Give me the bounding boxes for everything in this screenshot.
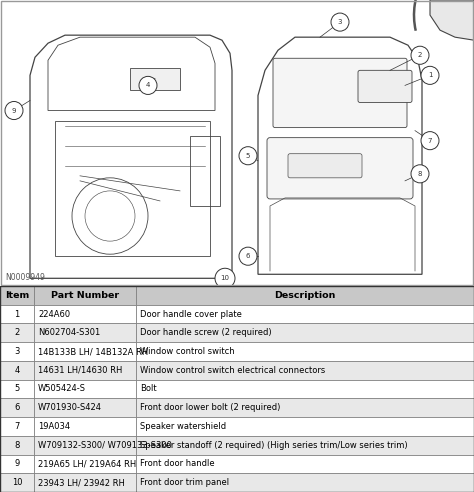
- Circle shape: [421, 132, 439, 150]
- Text: 6: 6: [14, 403, 20, 412]
- Text: 8: 8: [14, 441, 20, 450]
- Bar: [34, 436, 136, 455]
- Circle shape: [411, 46, 429, 64]
- Text: Description: Description: [274, 291, 336, 300]
- Text: 219A65 LH/ 219A64 RH: 219A65 LH/ 219A64 RH: [38, 460, 137, 468]
- Text: 7: 7: [14, 422, 20, 431]
- Bar: [136, 417, 474, 436]
- Text: 4: 4: [14, 366, 20, 375]
- Bar: [136, 342, 474, 361]
- Text: Front door trim panel: Front door trim panel: [140, 478, 229, 487]
- Text: 1: 1: [14, 309, 20, 318]
- Text: 5: 5: [14, 384, 20, 394]
- Text: Window control switch: Window control switch: [140, 347, 235, 356]
- Text: 19A034: 19A034: [38, 422, 70, 431]
- Bar: [190, 136, 220, 206]
- Text: 2: 2: [418, 52, 422, 58]
- Text: N602704-S301: N602704-S301: [38, 328, 100, 338]
- Bar: [0, 380, 34, 399]
- FancyBboxPatch shape: [288, 154, 362, 178]
- Bar: [0, 455, 34, 473]
- Text: 10: 10: [220, 276, 229, 281]
- Bar: [130, 68, 180, 91]
- Text: 7: 7: [428, 138, 432, 144]
- Text: 23943 LH/ 23942 RH: 23943 LH/ 23942 RH: [38, 478, 125, 487]
- Bar: [136, 455, 474, 473]
- Bar: [0, 323, 34, 342]
- Polygon shape: [430, 0, 474, 40]
- Text: 5: 5: [246, 153, 250, 159]
- Bar: [34, 380, 136, 399]
- Bar: [136, 361, 474, 380]
- Bar: [34, 455, 136, 473]
- Bar: [136, 323, 474, 342]
- Bar: [34, 417, 136, 436]
- Circle shape: [239, 147, 257, 165]
- Text: Window control switch electrical connectors: Window control switch electrical connect…: [140, 366, 325, 375]
- FancyBboxPatch shape: [273, 58, 407, 127]
- Text: Bolt: Bolt: [140, 384, 157, 394]
- Circle shape: [139, 76, 157, 94]
- Bar: [0, 286, 34, 305]
- Circle shape: [421, 66, 439, 85]
- Text: 3: 3: [338, 19, 342, 25]
- Text: W701930-S424: W701930-S424: [38, 403, 102, 412]
- Text: Part Number: Part Number: [51, 291, 119, 300]
- Bar: [0, 305, 34, 323]
- Bar: [0, 417, 34, 436]
- Text: Speaker standoff (2 required) (High series trim/Low series trim): Speaker standoff (2 required) (High seri…: [140, 441, 408, 450]
- Bar: [0, 399, 34, 417]
- Bar: [136, 436, 474, 455]
- Text: Front door lower bolt (2 required): Front door lower bolt (2 required): [140, 403, 281, 412]
- Circle shape: [215, 268, 235, 288]
- Text: 224A60: 224A60: [38, 309, 70, 318]
- Text: Front door handle: Front door handle: [140, 460, 215, 468]
- Text: Speaker watershield: Speaker watershield: [140, 422, 226, 431]
- Text: Door handle cover plate: Door handle cover plate: [140, 309, 242, 318]
- Bar: [34, 305, 136, 323]
- Circle shape: [331, 13, 349, 31]
- Text: 4: 4: [146, 82, 150, 89]
- Text: 2: 2: [14, 328, 20, 338]
- Text: 14631 LH/14630 RH: 14631 LH/14630 RH: [38, 366, 122, 375]
- Bar: [34, 473, 136, 492]
- FancyBboxPatch shape: [267, 138, 413, 199]
- Circle shape: [239, 247, 257, 265]
- Text: 3: 3: [14, 347, 20, 356]
- Text: Door handle screw (2 required): Door handle screw (2 required): [140, 328, 272, 338]
- Bar: [136, 399, 474, 417]
- Bar: [34, 361, 136, 380]
- FancyBboxPatch shape: [358, 70, 412, 102]
- Bar: [34, 323, 136, 342]
- Bar: [34, 286, 136, 305]
- Text: 14B133B LH/ 14B132A RH: 14B133B LH/ 14B132A RH: [38, 347, 148, 356]
- Text: 9: 9: [12, 108, 16, 114]
- Text: 10: 10: [12, 478, 22, 487]
- Circle shape: [5, 101, 23, 120]
- Bar: [136, 380, 474, 399]
- Bar: [136, 286, 474, 305]
- Bar: [136, 305, 474, 323]
- Text: 8: 8: [418, 171, 422, 177]
- Text: 6: 6: [246, 253, 250, 259]
- Text: W505424-S: W505424-S: [38, 384, 86, 394]
- Bar: [0, 473, 34, 492]
- Text: 1: 1: [428, 72, 432, 78]
- Bar: [136, 473, 474, 492]
- Bar: [0, 361, 34, 380]
- Text: W709132-S300/ W709133-S300: W709132-S300/ W709133-S300: [38, 441, 172, 450]
- Bar: [34, 399, 136, 417]
- Text: 9: 9: [14, 460, 20, 468]
- Circle shape: [411, 165, 429, 183]
- Bar: [0, 342, 34, 361]
- Text: N0009949: N0009949: [5, 274, 45, 282]
- Bar: [0, 436, 34, 455]
- Bar: [55, 121, 210, 256]
- Bar: [34, 342, 136, 361]
- Text: Item: Item: [5, 291, 29, 300]
